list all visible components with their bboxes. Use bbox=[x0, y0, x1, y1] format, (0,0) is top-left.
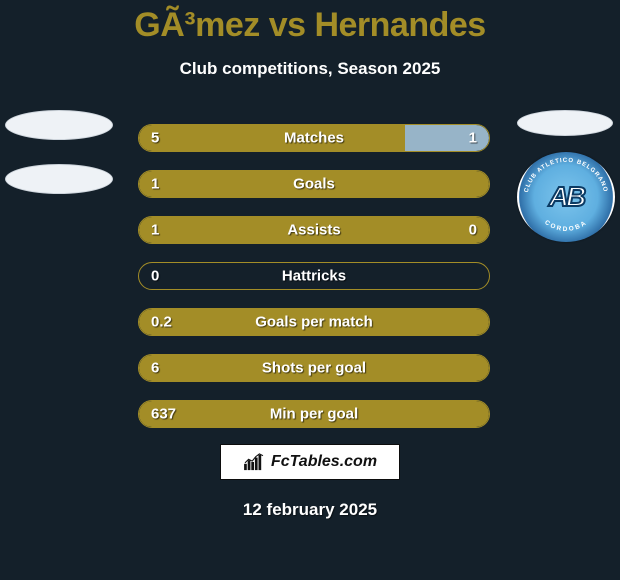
stat-fill-left bbox=[139, 125, 405, 151]
page-title: GÃ³mez vs Hernandes bbox=[0, 0, 620, 45]
date-label: 12 february 2025 bbox=[243, 500, 377, 520]
stat-value-right: 0 bbox=[469, 222, 477, 239]
stat-row: 6 Shots per goal bbox=[138, 354, 490, 382]
stat-value-left: 6 bbox=[151, 360, 159, 377]
stat-value-right: 1 bbox=[469, 130, 477, 147]
player-silhouette bbox=[5, 110, 113, 140]
stat-label: Matches bbox=[284, 130, 344, 147]
fctables-label: FcTables.com bbox=[271, 453, 377, 471]
player-silhouette bbox=[517, 110, 613, 136]
stat-row: 1 Goals bbox=[138, 170, 490, 198]
bars-icon bbox=[243, 453, 265, 471]
stats-container: 5 Matches 1 1 Goals 1 Assists 0 0 Hattricks 0.2 Goa… bbox=[138, 124, 490, 446]
stat-row: 637 Min per goal bbox=[138, 400, 490, 428]
stat-row: 0.2 Goals per match bbox=[138, 308, 490, 336]
left-player-avatars bbox=[5, 110, 113, 218]
stat-label: Hattricks bbox=[282, 268, 346, 285]
stat-value-left: 1 bbox=[151, 176, 159, 193]
stat-value-left: 1 bbox=[151, 222, 159, 239]
player-silhouette bbox=[5, 164, 113, 194]
stat-label: Goals bbox=[293, 176, 335, 193]
fctables-badge: FcTables.com bbox=[220, 444, 400, 480]
stat-label: Min per goal bbox=[270, 406, 358, 423]
stat-row: 1 Assists 0 bbox=[138, 216, 490, 244]
right-player-avatars: CLUB ATLETICO BELGRANO CORDOBA AB bbox=[517, 110, 615, 242]
stat-label: Assists bbox=[287, 222, 340, 239]
stat-row: 0 Hattricks bbox=[138, 262, 490, 290]
stat-label: Shots per goal bbox=[262, 360, 366, 377]
stat-value-left: 0 bbox=[151, 268, 159, 285]
stat-value-left: 5 bbox=[151, 130, 159, 147]
club-badge-initials: AB bbox=[517, 152, 615, 242]
stat-label: Goals per match bbox=[255, 314, 373, 331]
stat-value-left: 637 bbox=[151, 406, 176, 423]
stat-value-left: 0.2 bbox=[151, 314, 172, 331]
subtitle: Club competitions, Season 2025 bbox=[0, 59, 620, 79]
stat-row: 5 Matches 1 bbox=[138, 124, 490, 152]
club-badge: CLUB ATLETICO BELGRANO CORDOBA AB bbox=[517, 152, 615, 242]
